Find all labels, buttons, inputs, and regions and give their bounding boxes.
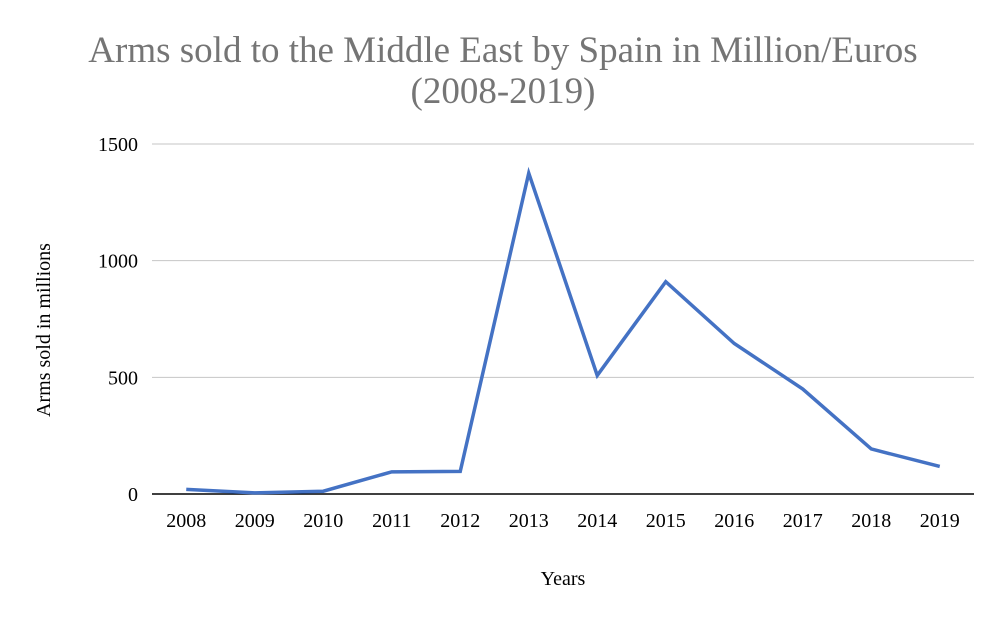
x-tick-label: 2012 (440, 510, 480, 532)
y-axis-ticks: 0 500 1000 1500 (98, 134, 138, 506)
y-tick-label: 1000 (98, 251, 138, 273)
data-point (938, 464, 942, 468)
data-point (527, 171, 531, 175)
x-tick-label: 2019 (920, 510, 960, 532)
y-axis-label: Arms sold in millions (33, 243, 55, 417)
y-tick-label: 500 (108, 367, 138, 389)
x-tick-label: 2016 (714, 510, 754, 532)
y-tick-label: 1500 (98, 134, 138, 156)
data-point (390, 470, 394, 474)
x-tick-label: 2009 (235, 510, 275, 532)
series-line (186, 166, 941, 495)
x-tick-label: 2014 (577, 510, 617, 532)
x-tick-label: 2013 (509, 510, 549, 532)
data-point (664, 280, 668, 284)
x-tick-label: 2008 (166, 510, 206, 532)
data-point (595, 373, 599, 377)
x-axis-label: Years (541, 568, 586, 590)
data-point (732, 342, 736, 346)
data-point (184, 487, 188, 491)
data-point (869, 447, 873, 451)
gridlines (152, 143, 974, 495)
x-axis-ticks: 2008 2009 2010 2011 2012 2013 2014 2015 2016 2017… (166, 510, 960, 532)
x-tick-label: 2017 (783, 510, 823, 532)
data-point (253, 491, 257, 495)
series-layer (184, 166, 942, 495)
x-tick-label: 2018 (851, 510, 891, 532)
chart-title-line-1: Arms sold to the Middle East by Spain in… (88, 30, 917, 71)
data-point (458, 469, 462, 473)
x-tick-label: 2010 (303, 510, 343, 532)
data-point (321, 489, 325, 493)
x-tick-label: 2011 (372, 510, 411, 532)
chart-title-line-2: (2008-2019) (411, 71, 596, 112)
data-point (801, 387, 805, 391)
y-tick-label: 0 (128, 484, 138, 506)
x-tick-label: 2015 (646, 510, 686, 532)
